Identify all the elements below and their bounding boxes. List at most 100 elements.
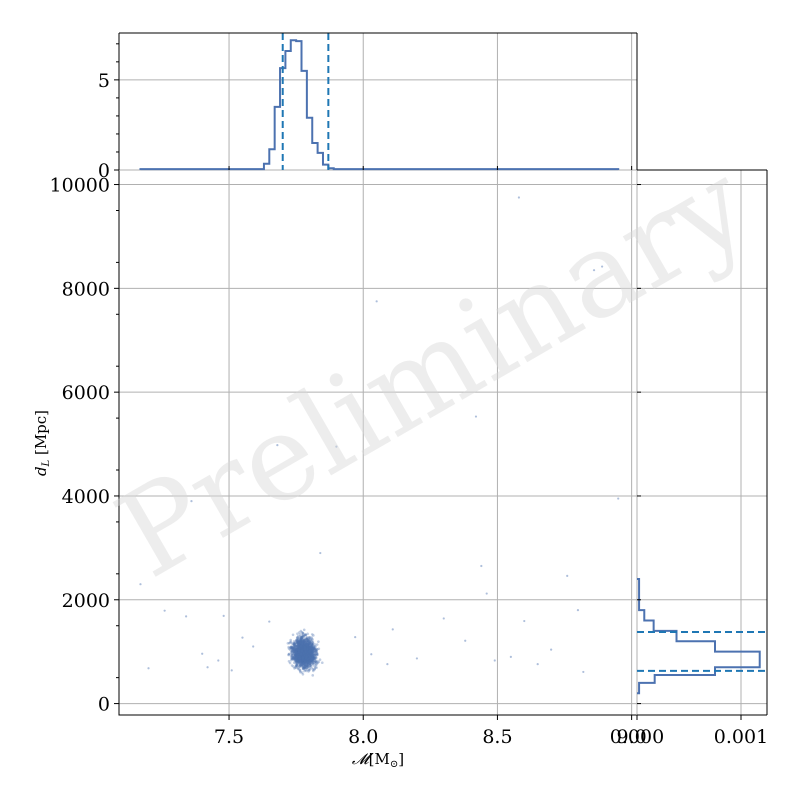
outlier-point <box>601 265 604 268</box>
cluster-point <box>300 651 303 654</box>
cluster-point <box>305 665 308 669</box>
cluster-point <box>300 652 303 656</box>
cluster-point <box>306 658 310 662</box>
cluster-point <box>305 655 309 659</box>
cluster-point <box>304 654 307 658</box>
cluster-point <box>301 649 304 652</box>
cluster-point <box>304 658 308 662</box>
cluster-point <box>297 647 301 650</box>
cluster-point <box>308 658 312 662</box>
cluster-point <box>298 647 301 650</box>
cluster-point <box>289 652 293 656</box>
cluster-point <box>296 644 300 648</box>
cluster-point <box>306 653 309 657</box>
cluster-point <box>308 652 312 655</box>
cluster-point <box>294 646 297 650</box>
cluster-point <box>290 645 293 649</box>
cluster-point <box>314 663 318 667</box>
cluster-point <box>302 655 305 659</box>
cluster-point <box>300 657 304 661</box>
cluster-point <box>297 647 301 651</box>
cluster-point <box>301 654 304 658</box>
cluster-point <box>299 646 303 650</box>
cluster-point <box>300 652 304 656</box>
cluster-point <box>299 656 303 660</box>
cluster-point <box>304 655 307 659</box>
cluster-point <box>303 642 306 646</box>
cluster-point <box>303 638 306 642</box>
cluster-point <box>312 657 315 660</box>
cluster-point <box>294 645 298 648</box>
cluster-point <box>306 663 310 667</box>
cluster-point <box>300 657 303 661</box>
cluster-point <box>302 646 305 649</box>
top-hist-axes: 05 <box>98 43 633 182</box>
cluster-point <box>306 658 310 662</box>
cluster-point <box>314 648 318 651</box>
cluster-point <box>303 648 307 652</box>
cluster-point <box>290 649 294 653</box>
cluster-point <box>305 647 309 650</box>
cluster-point <box>305 657 308 661</box>
cluster-point <box>303 654 307 658</box>
cluster-point <box>309 656 313 659</box>
cluster-point <box>301 648 305 652</box>
cluster-point <box>296 657 300 661</box>
cluster-point <box>306 650 310 654</box>
cluster-point <box>317 647 321 651</box>
cluster-point <box>296 655 300 659</box>
cluster-point <box>304 650 307 653</box>
cluster-point <box>297 641 301 644</box>
outlier-point <box>617 497 620 500</box>
cluster-point <box>307 655 310 659</box>
cluster-point <box>307 657 311 660</box>
cluster-point <box>306 642 310 646</box>
cluster-point <box>303 665 306 669</box>
cluster-point <box>306 660 310 664</box>
cluster-point <box>300 647 303 651</box>
cluster-point <box>297 647 301 651</box>
y-tick-label: 10000 <box>50 175 110 197</box>
cluster-point <box>290 654 294 658</box>
cluster-point <box>296 658 300 662</box>
cluster-point <box>296 652 300 656</box>
cluster-point <box>290 646 294 650</box>
cluster-point <box>303 644 306 647</box>
cluster-point <box>309 649 312 653</box>
cluster-point <box>297 648 300 651</box>
cluster-point <box>306 632 309 636</box>
cluster-point <box>299 644 303 648</box>
cluster-point <box>298 655 302 659</box>
cluster-point <box>299 643 302 647</box>
cluster-point <box>305 649 308 653</box>
cluster-point <box>303 656 307 659</box>
cluster-point <box>315 663 318 666</box>
cluster-point <box>307 659 311 662</box>
cluster-point <box>311 651 314 655</box>
cluster-point <box>298 649 302 653</box>
cluster-point <box>296 653 300 656</box>
cluster-point <box>304 649 307 653</box>
cluster-point <box>308 642 311 645</box>
cluster-point <box>307 651 311 655</box>
cluster-point <box>296 639 299 642</box>
cluster-point <box>304 649 308 653</box>
cluster-point <box>293 646 297 649</box>
cluster-point <box>302 646 306 649</box>
cluster-point <box>309 648 312 652</box>
cluster-point <box>314 650 318 653</box>
cluster-point <box>303 647 307 650</box>
cluster-point <box>298 653 302 656</box>
cluster-point <box>304 643 308 647</box>
cluster-point <box>300 641 304 645</box>
cluster-point <box>309 657 313 660</box>
cluster-point <box>308 641 312 644</box>
cluster-point <box>300 648 304 652</box>
cluster-point <box>299 641 302 645</box>
cluster-point <box>296 657 299 661</box>
cluster-point <box>303 658 307 661</box>
cluster-point <box>309 644 312 648</box>
cluster-point <box>293 641 296 645</box>
cluster-point <box>307 656 311 660</box>
cluster-point <box>296 649 299 653</box>
